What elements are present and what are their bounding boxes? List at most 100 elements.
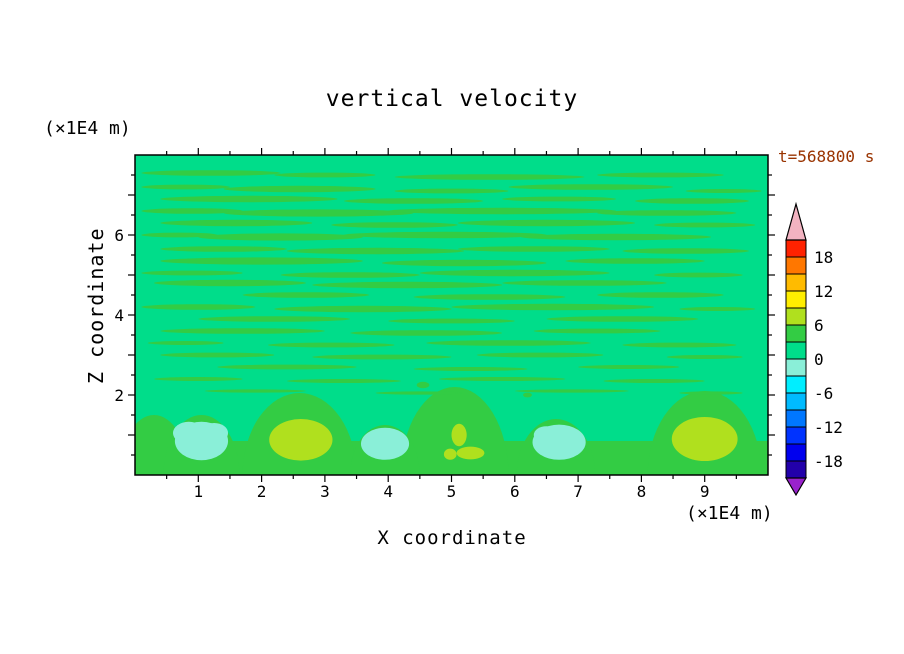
streak [375,391,465,395]
streak [457,219,636,227]
streak [141,184,230,190]
colorbar-segment [785,392,807,411]
x-tick-label: 6 [510,482,520,501]
streak [514,389,629,393]
y-tick-label: 2 [114,386,124,405]
streak [388,318,515,324]
streak [685,189,762,193]
streak [603,379,705,383]
streak [394,188,509,194]
colorbar-segment [785,256,807,275]
colorbar-label: -6 [814,384,833,403]
colorbar-segment [785,307,807,326]
streak [204,389,306,393]
streak [635,198,750,204]
colorbar-bottom-arrow [784,477,808,497]
streak [242,292,370,298]
streak [274,305,452,313]
streak [343,231,547,239]
streak [597,172,724,178]
x-tick-label: 5 [447,482,457,501]
axis-ticks [128,148,775,482]
streak [286,247,465,255]
yellow-blob [671,417,738,461]
streak [198,233,363,241]
streak [388,207,617,215]
colorbar-label: -18 [814,452,843,471]
streak [565,258,705,264]
colorbar-label: 18 [814,248,833,267]
x-axis-unit-label: (×1E4 m) [686,503,773,524]
streak [147,341,224,345]
streak [533,328,661,334]
streak [381,259,547,267]
colorbar-segment [785,341,807,360]
streak [451,303,655,311]
x-tick-label: 8 [637,482,647,501]
streak [426,340,591,346]
x-tick-label: 9 [700,482,710,501]
streak [502,196,617,202]
colorbar-segment [785,375,807,394]
streak [160,352,275,358]
yellow-blob [451,423,467,447]
streak [679,307,756,311]
streak [153,279,306,287]
y-axis-unit-label: (×1E4 m) [44,118,131,139]
streak [331,222,458,228]
cyan-blob [172,421,205,445]
contour-field [135,170,768,475]
colorbar-segment [785,460,807,479]
streak [312,281,503,289]
streak [350,330,503,336]
streak [413,294,566,300]
colorbar-segment [785,358,807,377]
x-tick-label: 4 [383,482,393,501]
streak [141,232,218,238]
yellow-blob [456,446,485,460]
y-axis-title: Z coordinate [84,227,108,385]
y-tick-label: 4 [114,306,124,325]
colorbar: 18 12 6 0 -6 -12 -18 [784,201,843,497]
streak [160,257,363,265]
streak [476,352,604,358]
colorbar-segment [785,324,807,343]
streak [597,210,737,216]
colorbar-segment [785,409,807,428]
streak [622,248,750,254]
streak [160,219,313,227]
streak [223,185,376,193]
colorbar-segment [785,290,807,309]
streak [141,208,243,214]
streak [141,304,256,310]
cyan-blob [200,423,229,443]
colorbar-segment [785,273,807,292]
x-tick-label: 2 [257,482,267,501]
streak [438,377,566,381]
streak [160,195,338,203]
colorbar-segment [785,426,807,445]
streak [523,392,532,398]
streak [654,222,756,228]
cyan-blob [360,427,410,460]
yellow-blob [269,419,333,461]
colorbar-segment [785,443,807,462]
streak [419,269,610,277]
streak [394,174,585,180]
streak [521,233,712,241]
x-tick-label: 3 [320,482,330,501]
streak [457,246,610,252]
streak [286,379,401,383]
streak [217,364,357,370]
streak [267,342,395,348]
plot-title: vertical velocity [325,86,579,112]
colorbar-label: -12 [814,418,843,437]
colorbar-label: 0 [814,350,824,369]
streak [153,377,243,381]
streak [546,316,699,322]
streak [508,184,674,190]
streak [416,381,430,389]
streak [160,328,325,334]
